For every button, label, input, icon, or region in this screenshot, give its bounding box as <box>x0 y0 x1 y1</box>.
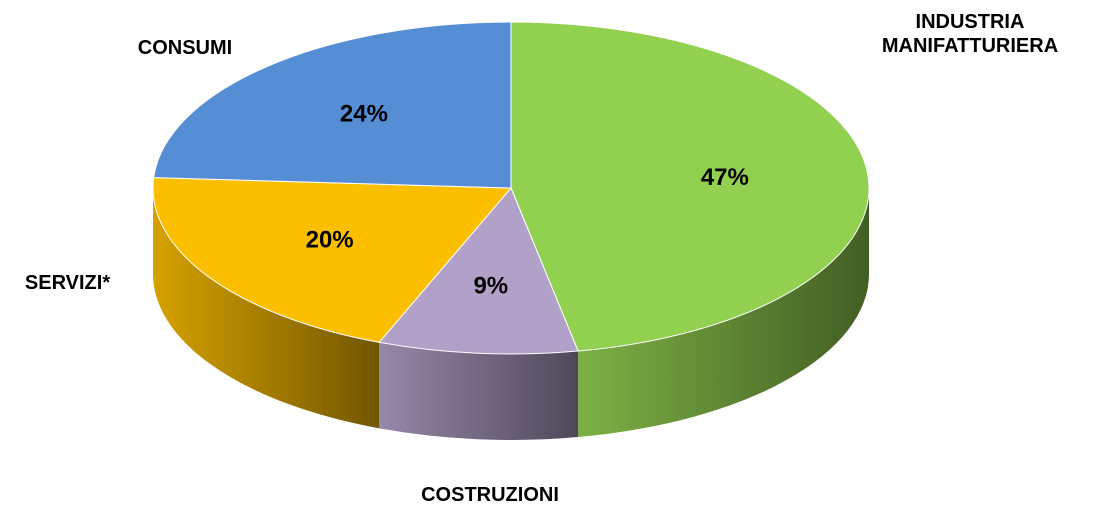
pie-slice <box>378 187 579 355</box>
category-label: INDUSTRIA MANIFATTURIERA <box>881 11 1059 57</box>
slice-side <box>379 342 579 440</box>
value-label: 47% <box>701 164 749 191</box>
pie-slice <box>510 21 870 352</box>
category-label: SERVIZI* <box>24 272 111 294</box>
slice-side <box>578 188 869 438</box>
value-label: 24% <box>340 101 388 128</box>
value-label: 9% <box>473 273 508 300</box>
category-label: COSTRUZIONI <box>421 484 559 506</box>
pie-slice <box>153 21 512 189</box>
category-label: CONSUMI <box>137 37 233 59</box>
value-label: 20% <box>306 227 354 254</box>
slice-side <box>153 188 380 429</box>
pie-slice <box>152 177 513 343</box>
